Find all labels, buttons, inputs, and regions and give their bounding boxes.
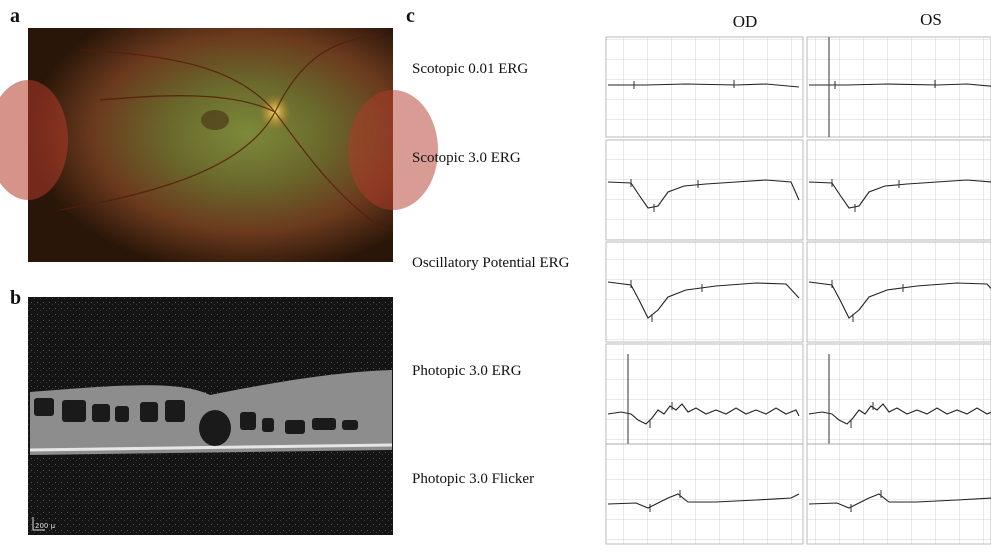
erg-grid [606,37,991,544]
erg-panel [807,444,991,544]
figure: a b 200 µ c OD OS Scotopic 0.01 ERG Scot… [0,0,991,555]
erg-panel [807,140,991,240]
row-label: Photopic 3.0 ERG [412,363,522,379]
page: {"panels": { "a": {"label": "a"}, "b": {… [0,0,991,555]
erg-panel [807,344,991,444]
macula [201,110,229,130]
erg-panel [606,344,803,444]
column-header: OD [733,12,758,31]
erg-panel [606,242,803,342]
fundus-image [28,28,393,262]
panel-label: a [10,5,20,27]
erg-panel [807,242,991,342]
row-label: Photopic 3.0 Flicker [412,471,534,487]
panel-label: b [10,287,21,309]
erg-panel [606,444,803,544]
column-header: OS [920,10,942,29]
erg-panel [606,37,803,137]
row-label: Scotopic 3.0 ERG [412,150,521,166]
panel-label: c [406,5,415,27]
row-label: Scotopic 0.01 ERG [412,61,528,77]
row-label: Oscillatory Potential ERG [412,255,570,271]
scale-bar-label: 200 µ [35,522,56,530]
